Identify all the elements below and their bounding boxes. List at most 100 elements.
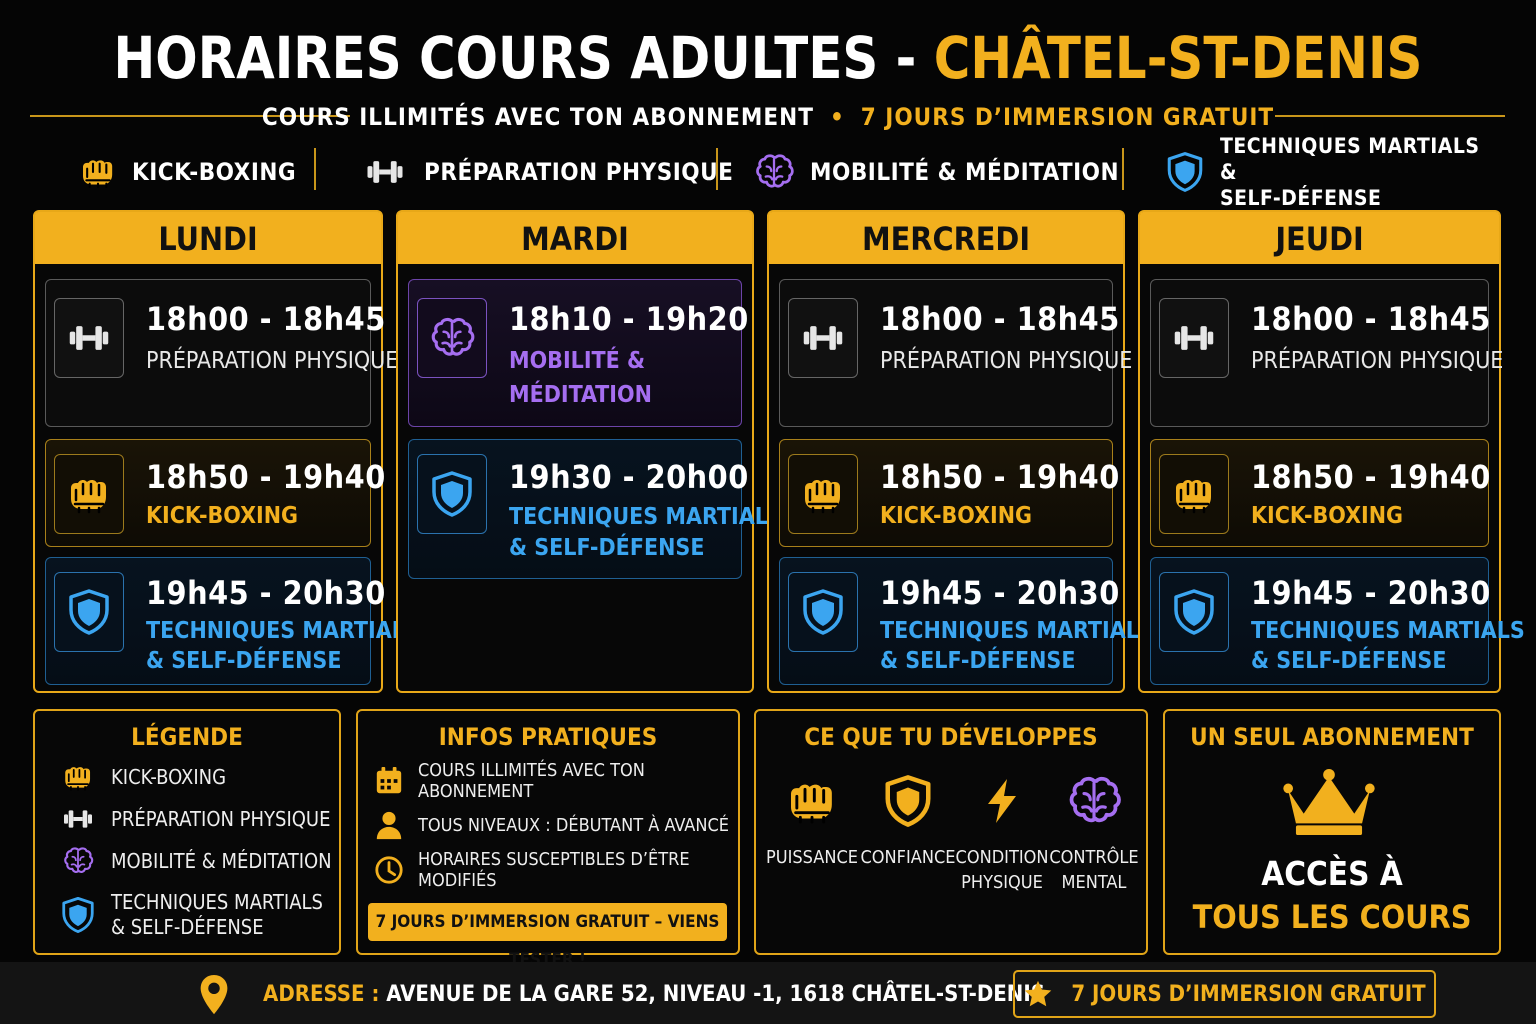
day-column-jeudi: JEUDI 18h00 - 18h45 PRÉPARATION PHYSIQUE… (1138, 210, 1525, 693)
category-label: SELF-DÉFENSE (1220, 186, 1382, 210)
class-icon-box (788, 572, 858, 652)
subtitle-left: COURS ILLIMITÉS AVEC TON ABONNEMENT (261, 103, 814, 131)
day-column-lundi: LUNDI 18h00 - 18h45 PRÉPARATION PHYSIQUE… (33, 210, 420, 693)
class-time: 18h00 - 18h45 (880, 300, 1120, 338)
info-item: TOUS NIVEAUX : DÉBUTANT À AVANCÉ (374, 809, 729, 841)
category-mobilite: MOBILITÉ & MÉDITATION (752, 142, 1119, 202)
divider-right (1275, 115, 1505, 117)
page-title: HORAIRES COURS ADULTES - CHÂTEL-ST-DENIS (108, 18, 1429, 98)
shield-icon (59, 895, 97, 935)
dumbbell-icon (63, 316, 115, 360)
develop-item: PUISSANCE (764, 771, 860, 870)
category-label: MOBILITÉ & MÉDITATION (810, 158, 1120, 186)
fist-icon (65, 470, 113, 518)
legend-title: LÉGENDE (131, 723, 243, 751)
category-bar: KICK-BOXING PRÉPARATION PHYSIQUE MOBILIT… (60, 134, 1480, 210)
class-label: KICK-BOXING (146, 503, 299, 529)
class-card[interactable]: 19h45 - 20h30 TECHNIQUES MARTIALS & SELF… (45, 557, 420, 685)
category-separator (1122, 148, 1124, 190)
dumbbell-icon (1168, 316, 1220, 360)
subscription-title: UN SEUL ABONNEMENT (1190, 723, 1474, 751)
address-label: ADRESSE : (263, 982, 380, 1007)
brain-icon (1064, 771, 1124, 831)
legend-label: & SELF-DÉFENSE (111, 915, 264, 939)
calendar-icon (374, 766, 404, 796)
divider-left (30, 115, 350, 117)
class-time: 18h50 - 19h40 (1251, 458, 1491, 496)
subscription-line1: ACCÈS À (1261, 854, 1403, 893)
legend-item: TECHNIQUES MARTIALS & SELF-DÉFENSE (59, 887, 323, 943)
dumbbell-icon (360, 152, 410, 192)
immersion-badge[interactable]: 7 JOURS D’IMMERSION GRATUIT (1013, 970, 1436, 1018)
day-header: MERCREDI (769, 212, 1123, 264)
class-card[interactable]: 18h00 - 18h45 PRÉPARATION PHYSIQUE (1150, 279, 1503, 427)
class-card[interactable]: 18h00 - 18h45 PRÉPARATION PHYSIQUE (45, 279, 398, 427)
class-card[interactable]: 19h45 - 20h30 TECHNIQUES MARTIALS & SELF… (1150, 557, 1525, 685)
class-icon-box (417, 454, 487, 534)
develop-title: CE QUE TU DÉVELOPPES (804, 723, 1098, 751)
class-card[interactable]: 18h00 - 18h45 PRÉPARATION PHYSIQUE (779, 279, 1132, 427)
class-label: PRÉPARATION PHYSIQUE (1251, 348, 1504, 374)
legend-item: KICK-BOXING (59, 761, 226, 793)
class-icon-box (1159, 572, 1229, 652)
shield-icon (1170, 586, 1218, 638)
category-separator (314, 148, 316, 190)
dumbbell-icon (797, 316, 849, 360)
class-icon-box (1159, 298, 1229, 378)
address-text: AVENUE DE LA GARE 52, NIVEAU -1, 1618 CH… (386, 982, 1045, 1007)
brain-icon (752, 150, 796, 194)
legend-item: MOBILITÉ & MÉDITATION (59, 845, 332, 877)
class-label: KICK-BOXING (880, 503, 1033, 529)
class-time: 18h00 - 18h45 (1251, 300, 1491, 338)
infos-title: INFOS PRATIQUES (438, 723, 658, 751)
class-time: 19h45 - 20h30 (1251, 574, 1491, 612)
category-label: PRÉPARATION PHYSIQUE (424, 158, 734, 186)
develop-item: CONTRÔLE MENTAL (1046, 771, 1142, 895)
class-icon-box (788, 454, 858, 534)
day-header: LUNDI (35, 212, 381, 264)
develop-item: CONDITION PHYSIQUE (954, 771, 1050, 895)
class-card[interactable]: 19h30 - 20h00 TECHNIQUES MARTIALS & SELF… (408, 439, 783, 579)
class-card[interactable]: 18h50 - 19h40 KICK-BOXING (1150, 439, 1491, 547)
class-card[interactable]: 18h50 - 19h40 KICK-BOXING (779, 439, 1119, 547)
legend-label: PRÉPARATION PHYSIQUE (111, 807, 331, 831)
immersion-cta[interactable]: 7 JOURS D’IMMERSION GRATUIT – VIENS TEST… (368, 903, 727, 970)
info-item: HORAIRES SUSCEPTIBLES D’ÊTRE MODIFIÉS (374, 849, 738, 891)
class-label: MOBILITÉ & (509, 348, 646, 374)
footer: ADRESSE : AVENUE DE LA GARE 52, NIVEAU -… (0, 962, 1536, 1024)
subtitle: COURS ILLIMITÉS AVEC TON ABONNEMENT • 7 JO… (0, 103, 1536, 131)
class-label: TECHNIQUES MARTIALS (1251, 618, 1525, 644)
shield-outline-icon (881, 771, 935, 831)
shield-icon (65, 586, 113, 638)
class-label: & SELF-DÉFENSE (1251, 648, 1447, 674)
shield-icon (1164, 148, 1206, 196)
class-time: 18h50 - 19h40 (880, 458, 1120, 496)
fist-icon (1170, 470, 1218, 518)
immersion-badge-label: 7 JOURS D’IMMERSION GRATUIT (1071, 981, 1426, 1007)
brain-icon (59, 844, 97, 878)
class-time: 18h50 - 19h40 (146, 458, 386, 496)
develop-label: PUISSANCE (765, 847, 859, 868)
address[interactable]: ADRESSE : AVENUE DE LA GARE 52, NIVEAU -… (263, 982, 1045, 1007)
lightning-icon (978, 771, 1026, 831)
title-gold: CHÂTEL-ST-DENIS (933, 24, 1423, 92)
legend-item: PRÉPARATION PHYSIQUE (59, 803, 330, 835)
subscription-panel: UN SEUL ABONNEMENT ACCÈS À TOUS LES COUR… (1163, 709, 1501, 955)
class-time: 18h10 - 19h20 (509, 300, 749, 338)
class-time: 19h45 - 20h30 (146, 574, 386, 612)
class-card[interactable]: 19h45 - 20h30 TECHNIQUES MARTIALS & SELF… (779, 557, 1154, 685)
class-label: MÉDITATION (509, 382, 652, 408)
class-card[interactable]: 18h10 - 19h20 MOBILITÉ & MÉDITATION (408, 279, 748, 427)
class-time: 18h00 - 18h45 (146, 300, 386, 338)
day-header: JEUDI (1140, 212, 1499, 264)
class-label: KICK-BOXING (1251, 503, 1404, 529)
title-white: HORAIRES COURS ADULTES - (113, 24, 934, 92)
class-label: TECHNIQUES MARTIALS (146, 618, 420, 644)
fist-icon (799, 470, 847, 518)
subscription-line2: TOUS LES COURS (1192, 898, 1472, 936)
class-card[interactable]: 18h50 - 19h40 KICK-BOXING (45, 439, 385, 547)
clock-icon (374, 855, 404, 885)
shield-icon (799, 586, 847, 638)
develop-item: CONFIANCE (860, 771, 956, 870)
class-label: & SELF-DÉFENSE (146, 648, 342, 674)
